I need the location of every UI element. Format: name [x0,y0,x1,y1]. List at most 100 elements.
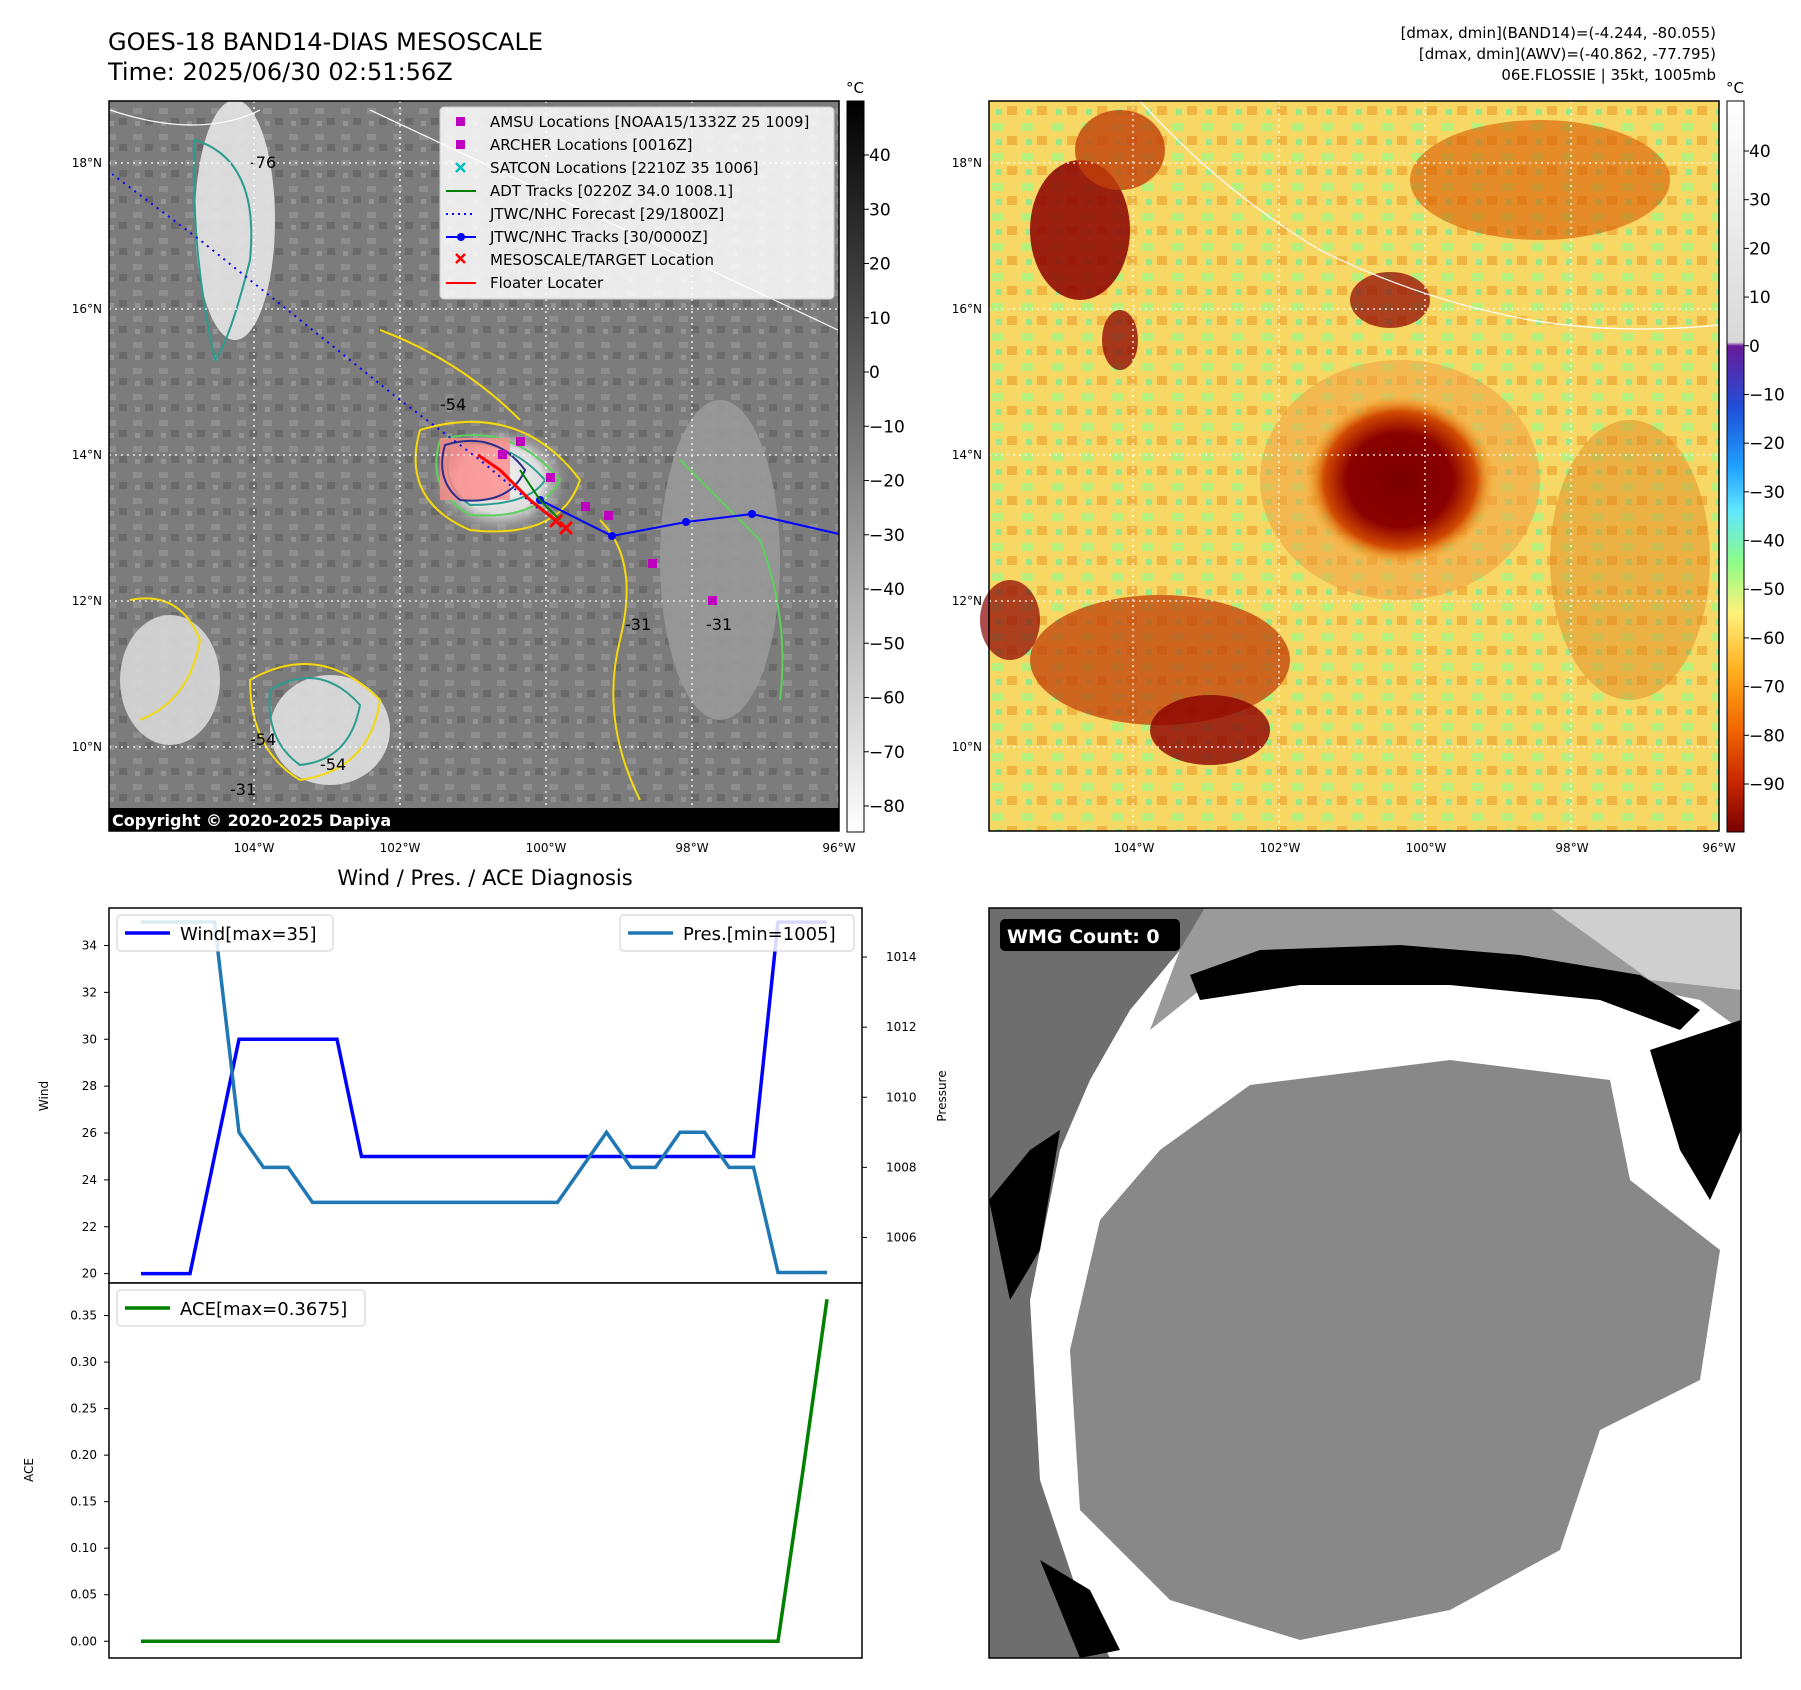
awv-colorbar-label-3: 10 [1749,288,1771,308]
awv-colorbar-label-12: −80 [1749,726,1785,746]
stats-band14: [dmax, dmin](BAND14)=(-4.244, -80.055) [1401,24,1716,42]
ir-colorbar-label-9: −50 [869,634,905,654]
wind-tick-label-7: 34 [82,939,97,953]
awv-lat-label-2: 14°N [952,448,982,462]
ir-colorbar-label-6: −20 [869,472,905,492]
awv-colorbar-label-8: −40 [1749,532,1785,552]
awv-lat-label-1: 16°N [952,302,982,316]
awv-lat-label-3: 12°N [952,594,982,608]
awv-lon-label-2: 100°W [1406,841,1447,855]
ir-lat-label-2: 14°N [72,448,102,462]
ir-colorbar-label-10: −60 [869,689,905,709]
figure-title: GOES-18 BAND14-DIAS MESOSCALE [108,28,543,56]
ir-lon-label-4: 96°W [822,841,855,855]
pressure-tick-label-0: 1006 [886,1230,917,1244]
ir-colorbar-label-8: −40 [869,580,905,600]
ir-lat-label-0: 18°N [72,156,102,170]
pressure-series-line [141,920,827,1275]
awv-colorbar-label-0: 40 [1749,142,1771,162]
awv-colorbar-label-4: 0 [1749,337,1760,357]
ir-colorbar-label-5: −10 [869,417,905,437]
wind-tick-label-0: 20 [82,1267,97,1281]
wind-legend: Wind[max=35] [116,914,334,952]
pressure-tick-label-2: 1010 [886,1090,917,1104]
legend-archer: ARCHER Locations [0016Z] [490,136,693,154]
ace-tick-label-7: 0.35 [70,1309,97,1323]
legend-tracks: JTWC/NHC Tracks [30/0000Z] [489,228,708,246]
storm-info: 06E.FLOSSIE | 35kt, 1005mb [1501,66,1716,84]
legend-archer-marker [456,140,465,149]
contour-label-3: -31 [625,615,651,634]
legend-amsu-marker [456,117,465,126]
ace-tick-label-3: 0.15 [70,1495,97,1509]
ir-legend: AMSU Locations [NOAA15/1332Z 25 1009] AR… [439,106,835,300]
pressure-legend-label: Pres.[min=1005] [683,924,836,945]
ir-colorbar-label-7: −30 [869,526,905,546]
wmg-panel: WMG Count: 0 [988,907,1742,1659]
ir-colorbar-label-3: 10 [869,309,891,329]
awv-colorbar-label-6: −20 [1749,434,1785,454]
awv-lon-label-0: 104°W [1114,841,1155,855]
legend-satcon-marker [455,162,466,173]
wind-pressure-chart: 20 22 24 26 28 30 32 34 1006 1008 1010 1012 1014 Wi… [37,907,949,1284]
ir-lon-label-3: 98°W [675,841,708,855]
legend-floater: Floater Locater [490,274,604,292]
contour-label-1: -76 [250,153,276,172]
ir-colorbar-label-4: 0 [869,363,880,383]
legend-adt: ADT Tracks [0220Z 34.0 1008.1] [490,182,733,200]
ir-colorbar-label-0: 40 [869,146,891,166]
wind-tick-label-5: 30 [82,1032,97,1046]
awv-lon-label-3: 98°W [1555,841,1588,855]
wind-tick-label-4: 28 [82,1079,97,1093]
awv-lon-label-1: 102°W [1260,841,1301,855]
ir-lat-label-1: 16°N [72,302,102,316]
contour-label-5: -54 [250,730,276,749]
contour-label-7: -31 [230,780,256,799]
pressure-tick-label-4: 1014 [886,950,917,964]
diagnosis-title: Wind / Pres. / ACE Diagnosis [337,866,632,890]
legend-target-marker [455,253,466,264]
wind-legend-label: Wind[max=35] [180,924,317,945]
awv-colorbar-label-13: −90 [1749,775,1785,795]
ace-series-line [141,1299,829,1644]
ir-colorbar-label-11: −70 [869,743,905,763]
ace-tick-label-6: 0.30 [70,1355,97,1369]
ir-colorbar-unit: °C [846,79,864,97]
awv-lat-label-4: 10°N [952,740,982,754]
ace-tick-label-2: 0.10 [70,1541,97,1555]
ir-lon-label-0: 104°W [234,841,275,855]
ace-tick-label-0: 0.00 [70,1634,97,1648]
ir-lon-label-1: 102°W [380,841,421,855]
wind-tick-label-2: 24 [82,1173,97,1187]
copyright-text: Copyright © 2020-2025 Dapiya [112,811,391,830]
wind-tick-label-6: 32 [82,985,97,999]
awv-colorbar-label-10: −60 [1749,629,1785,649]
awv-lon-label-4: 96°W [1702,841,1735,855]
ace-axis-label: ACE [22,1458,36,1482]
contour-label-2: -54 [440,395,466,414]
legend-forecast: JTWC/NHC Forecast [29/1800Z] [489,205,724,223]
ir-lon-label-2: 100°W [526,841,567,855]
wmg-count-label: WMG Count: 0 [1007,926,1160,948]
wmg-count-badge [1000,919,1180,951]
awv-colorbar-label-9: −50 [1749,580,1785,600]
ace-legend-label: ACE[max=0.3675] [180,1299,347,1320]
ace-legend: ACE[max=0.3675] [116,1289,366,1327]
awv-colorbar-label-7: −30 [1749,483,1785,503]
figure-time: Time: 2025/06/30 02:51:56Z [107,58,453,86]
ace-tick-label-4: 0.20 [70,1448,97,1462]
wind-axis-label: Wind [37,1081,51,1111]
ir-lat-label-4: 10°N [72,740,102,754]
ace-chart: 0.00 0.05 0.10 0.15 0.20 0.25 0.30 0.35 ACE ACE… [22,1282,863,1659]
ir-map-axes: 104°W 102°W 100°W 98°W 96°W 18°N 16°N 14°N 12°N 1… [72,156,856,855]
pressure-tick-label-1: 1008 [886,1160,917,1174]
awv-colorbar-unit: °C [1726,79,1744,97]
awv-map-panel [980,100,1720,832]
ir-colorbar: °C 40 30 20 10 0 −10 −20 −30 −40 −50 −60 −70 −80 [846,79,905,833]
awv-map-axes: 104°W 102°W 100°W 98°W 96°W 18°N 16°N 14°N 12°N 1… [952,156,1736,855]
legend-target: MESOSCALE/TARGET Location [490,251,714,269]
awv-lat-label-0: 18°N [952,156,982,170]
ace-tick-label-1: 0.05 [70,1588,97,1602]
ir-colorbar-label-12: −80 [869,797,905,817]
